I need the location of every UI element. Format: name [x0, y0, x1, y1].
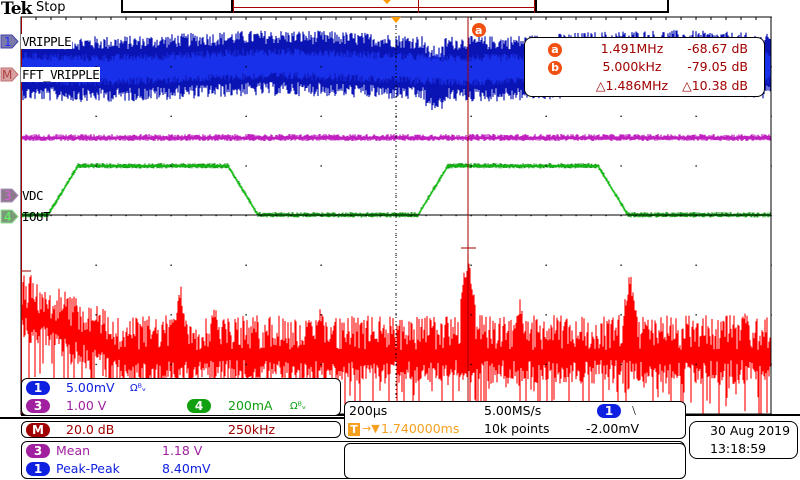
measurement-value: 8.40mV: [162, 461, 211, 476]
measurement-name: Peak-Peak: [56, 461, 120, 476]
channel-1-name: VRIPPLE: [21, 34, 73, 49]
channel-4-badge[interactable]: 4: [187, 399, 211, 413]
channel-3-tag-icon: 3: [0, 188, 19, 203]
channel-3-badge[interactable]: 3: [26, 399, 50, 413]
cursor-a-value: -68.67 dB: [687, 41, 748, 56]
measurement-source-badge: 3: [26, 444, 50, 458]
trigger-level[interactable]: -2.00mV: [586, 421, 640, 436]
channel-3-scale[interactable]: 1.00 V: [66, 398, 107, 413]
record-view-window[interactable]: [231, 0, 537, 13]
datetime-panel: 30 Aug 2019 13:18:59: [689, 421, 798, 459]
time: 13:18:59: [710, 441, 767, 456]
math-tag-icon: M: [0, 67, 19, 82]
sample-rate: 5.00MS/s: [484, 403, 542, 418]
channel-4-tag-icon: 4: [0, 209, 19, 224]
svg-text:4: 4: [4, 210, 12, 224]
cursor-b-frequency: 5.000kHz: [602, 59, 662, 74]
date: 30 Aug 2019: [710, 423, 791, 438]
trigger-source-badge[interactable]: 1: [597, 404, 621, 418]
channel-1-badge[interactable]: 1: [26, 381, 50, 395]
math-span[interactable]: 250kHz: [228, 422, 276, 437]
trigger-position-icon: [383, 0, 391, 4]
svg-text:M: M: [2, 68, 12, 82]
svg-text:a: a: [475, 24, 482, 37]
math-channel-name: FFT_VRIPPLE: [21, 67, 101, 82]
measurement-source-badge: 1: [26, 462, 50, 476]
divider: [686, 414, 800, 416]
cursor-b-value: -79.05 dB: [687, 59, 748, 74]
divider: [0, 417, 345, 419]
cursor-b-row: b 5.000kHz -79.05 dB: [525, 59, 764, 77]
channel-4-name: IOUT: [22, 209, 51, 224]
channel-1-tag-icon: 1: [0, 34, 19, 49]
channel-1-scale[interactable]: 5.00mV: [66, 380, 115, 395]
measurement-value: 1.18 V: [162, 443, 203, 458]
cursor-delta-value: △10.38 dB: [682, 78, 748, 93]
cursor-a-row: a 1.491MHz -68.67 dB: [525, 41, 764, 59]
channel-4-scale[interactable]: 200mA: [228, 398, 273, 413]
arrow-right-icon: →▼: [362, 422, 380, 435]
math-badge[interactable]: M: [26, 423, 50, 437]
acquisition-status: Stop: [36, 0, 66, 15]
cursor-delta-row: △1.486MHz △10.38 dB: [525, 78, 764, 96]
channel-1-bandwidth-limit-icon: Ωᴮᵥ: [130, 383, 147, 394]
measurement-name: Mean: [56, 443, 91, 458]
svg-text:3: 3: [4, 189, 12, 203]
record-length[interactable]: 10k points: [484, 421, 550, 436]
cursor-a-frequency: 1.491MHz: [600, 41, 664, 56]
channel-3-name: VDC: [22, 188, 44, 203]
trigger-position[interactable]: 1.740000ms: [381, 421, 460, 436]
math-settings-panel[interactable]: M 20.0 dB 250kHz: [21, 421, 341, 438]
math-scale[interactable]: 20.0 dB: [66, 422, 115, 437]
empty-readout-panel: [344, 443, 686, 479]
svg-text:1: 1: [4, 35, 12, 49]
trigger-position-icon: T: [348, 423, 360, 436]
vertical-settings-panel[interactable]: 1 5.00mV Ωᴮᵥ 3 1.00 V 4 200mA Ωᴮᵥ: [21, 378, 341, 416]
record-view-bar[interactable]: [121, 0, 669, 13]
tek-logo: Tek: [1, 0, 32, 19]
trigger-slope-falling-icon[interactable]: ⧵: [632, 403, 636, 418]
cursor-marker: [418, 0, 419, 13]
horizontal-scale[interactable]: 200µs: [349, 403, 388, 418]
horizontal-trigger-panel[interactable]: 200µs 5.00MS/s 1 ⧵ T →▼ 1.740000ms 10k p…: [344, 401, 686, 439]
cursor-a-badge-icon: a: [548, 43, 562, 57]
cursor-delta-frequency: △1.486MHz: [595, 78, 669, 93]
cursor-b-badge-icon: b: [548, 61, 562, 75]
cursor-readout[interactable]: a 1.491MHz -68.67 dB b 5.000kHz -79.05 d…: [524, 37, 765, 97]
channel-4-bandwidth-limit-icon: Ωᴮᵥ: [290, 401, 307, 412]
